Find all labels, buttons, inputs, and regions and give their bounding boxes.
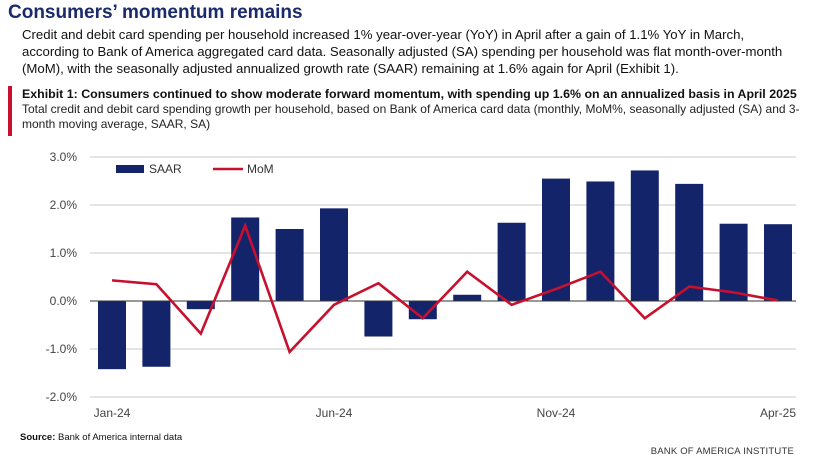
mom-line (111, 221, 779, 355)
y-tick-label: 0.0% (50, 294, 78, 308)
saar-bar (453, 294, 482, 301)
legend-saar-label: SAAR (149, 162, 182, 176)
y-axis: -2.0% -1.0% 0.0% 1.0% 2.0% 3.0% (46, 150, 78, 404)
saar-bar (231, 217, 260, 301)
saar-bars (98, 170, 792, 370)
exhibit-header: Exhibit 1: Consumers continued to show m… (8, 86, 808, 136)
saar-bar (497, 222, 526, 301)
source-text: Bank of America internal data (55, 432, 183, 443)
y-tick-label: 2.0% (50, 198, 78, 212)
saar-bar (142, 301, 171, 367)
x-tick-label: Apr-25 (760, 406, 796, 420)
source-note: Source: Bank of America internal data (20, 432, 182, 443)
saar-bar (98, 301, 126, 370)
page-title: Consumers’ momentum remains (8, 2, 303, 23)
exhibit-title: Exhibit 1: Consumers continued to show m… (22, 87, 797, 101)
intro-paragraph: Credit and debit card spending per house… (22, 27, 783, 76)
saar-bar (675, 183, 704, 301)
y-tick-label: -2.0% (46, 390, 78, 404)
saar-bar (320, 208, 348, 301)
saar-bar (186, 301, 215, 310)
exhibit-subtitle: Total credit and debit card spending gro… (22, 102, 800, 131)
saar-bar (630, 170, 659, 301)
saar-bar (275, 229, 304, 301)
saar-bar (364, 301, 393, 337)
brand-footer: BANK OF AMERICA INSTITUTE (650, 446, 794, 457)
x-tick-label: Jan-24 (94, 406, 131, 420)
legend: SAAR MoM (116, 162, 274, 176)
y-tick-label: 3.0% (50, 150, 78, 164)
legend-saar-swatch (116, 165, 144, 173)
source-label: Source: (20, 432, 56, 443)
x-tick-label: Nov-24 (537, 406, 576, 420)
x-tick-label: Jun-24 (316, 406, 353, 420)
saar-bar (408, 301, 437, 320)
y-tick-label: -1.0% (46, 342, 78, 356)
saar-bar (542, 178, 570, 301)
legend-mom-label: MoM (247, 162, 274, 176)
saar-bar (764, 224, 792, 301)
y-tick-label: 1.0% (50, 246, 78, 260)
saar-bar (719, 223, 748, 301)
x-axis: Jan-24 Jun-24 Nov-24 Apr-25 (94, 406, 797, 420)
